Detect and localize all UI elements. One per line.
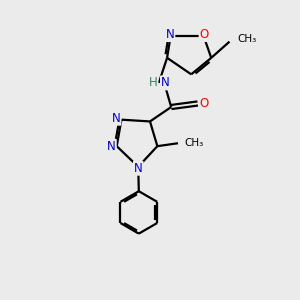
Text: N: N	[107, 140, 116, 153]
Text: O: O	[200, 97, 209, 110]
Text: O: O	[200, 28, 209, 41]
Text: N: N	[166, 28, 174, 41]
Text: CH₃: CH₃	[238, 34, 257, 44]
Text: H: H	[148, 76, 158, 89]
Text: CH₃: CH₃	[184, 138, 204, 148]
Text: N: N	[134, 162, 142, 175]
Text: N: N	[112, 112, 121, 125]
Text: N: N	[161, 76, 170, 89]
